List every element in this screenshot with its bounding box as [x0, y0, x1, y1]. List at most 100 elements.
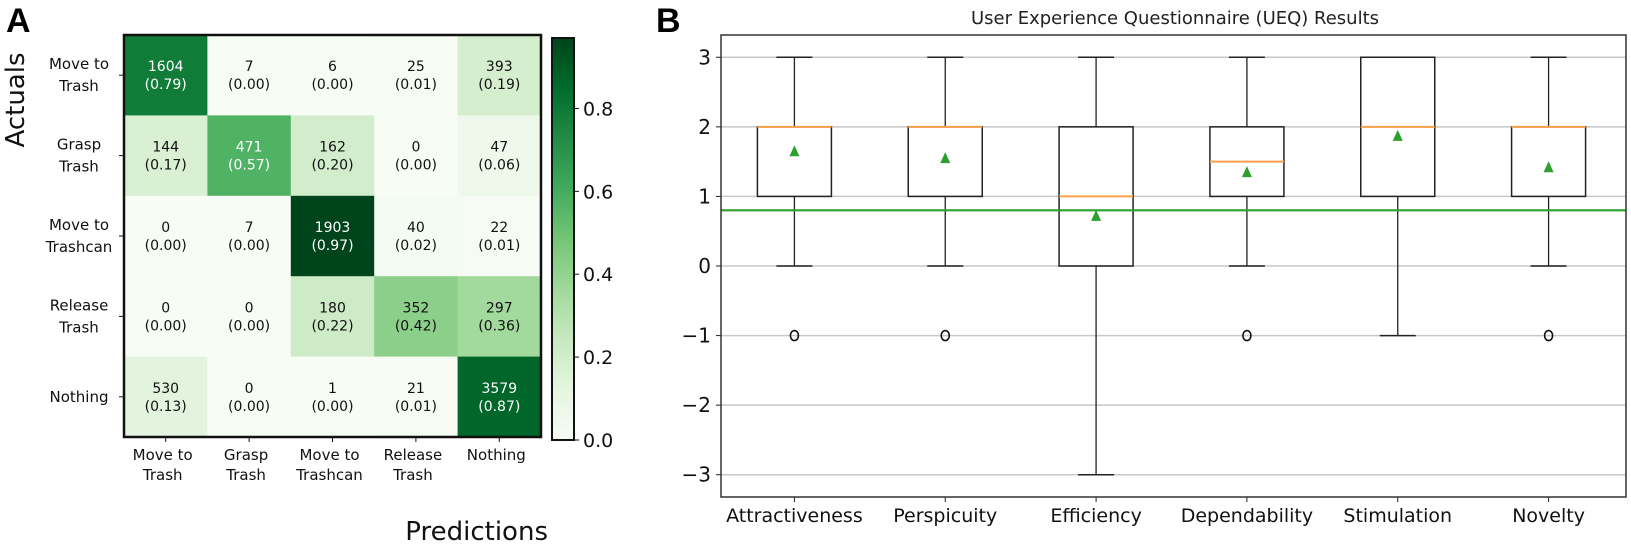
y-tick-label: −3 — [682, 463, 711, 487]
colorbar-tick-label: 0.0 — [583, 430, 613, 452]
y-tick-label: Trash — [58, 318, 99, 336]
panel-a-label: A — [6, 2, 31, 40]
cell-fraction: (0.79) — [145, 77, 187, 93]
plot-frame — [720, 34, 1627, 498]
panel-b-label: B — [656, 2, 681, 40]
cell-count: 471 — [236, 140, 263, 156]
cell-count: 180 — [319, 300, 346, 316]
heatmap-cell — [124, 276, 208, 358]
y-tick-label: 1 — [698, 184, 711, 208]
cell-fraction: (0.22) — [311, 318, 353, 334]
heatmap-cell — [207, 35, 292, 116]
cell-count: 393 — [486, 59, 513, 75]
x-axis-label: Predictions — [405, 517, 548, 547]
cell-fraction: (0.00) — [228, 238, 270, 254]
x-tick-label: Dependability — [1181, 505, 1313, 527]
x-tick-label: Efficiency — [1050, 505, 1142, 527]
x-tick-label: Trash — [142, 466, 183, 484]
outlier-point — [789, 329, 800, 342]
heatmap-cell — [374, 276, 459, 358]
outlier-point — [1242, 329, 1252, 342]
cell-fraction: (0.00) — [228, 399, 270, 415]
heatmap-cell — [457, 356, 542, 438]
cell-fraction: (0.97) — [311, 238, 353, 254]
cell-count: 297 — [486, 300, 513, 316]
box-efficiency — [1058, 56, 1134, 476]
cell-count: 22 — [490, 220, 508, 236]
heatmap-cell — [207, 115, 292, 197]
cell-fraction: (0.00) — [228, 77, 270, 93]
y-tick-label: Release — [50, 296, 109, 314]
box-attractiveness — [756, 56, 833, 342]
heatmap-cell — [457, 276, 542, 358]
cell-count: 144 — [152, 140, 179, 156]
x-tick-label: Stimulation — [1343, 505, 1452, 527]
y-tick-label: −2 — [682, 393, 711, 417]
cell-count: 0 — [161, 300, 170, 316]
cell-count: 0 — [245, 300, 254, 316]
heatmap-cell — [124, 195, 208, 277]
heatmap-cell — [374, 195, 459, 277]
cell-fraction: (0.01) — [395, 399, 437, 415]
cell-fraction: (0.00) — [311, 77, 353, 93]
y-tick-label: Grasp — [57, 136, 101, 154]
confusion-matrix: 1604 (0.79) 7 (0.00) 6 (0.00) 25 (0.01) 393 (0.19… — [1, 33, 613, 547]
heatmap-cell — [124, 115, 208, 197]
mean-marker — [940, 152, 951, 164]
cell-fraction: (0.57) — [228, 158, 270, 174]
x-tick-label: Nothing — [467, 446, 526, 464]
cell-count: 0 — [161, 220, 170, 236]
heatmap-cell — [290, 35, 375, 116]
cell-fraction: (0.87) — [478, 399, 520, 415]
cell-fraction: (0.06) — [478, 158, 520, 174]
cell-fraction: (0.19) — [478, 77, 520, 93]
cell-count: 162 — [319, 140, 346, 156]
heatmap-cell — [207, 195, 292, 277]
x-tick-label: Novelty — [1512, 505, 1585, 527]
heatmap-cell — [457, 35, 542, 116]
ueq-boxplot: User Experience Questionnaire (UEQ) Resu… — [682, 8, 1627, 527]
y-axis-label: Actuals — [1, 53, 31, 148]
cell-count: 1 — [328, 381, 337, 397]
x-tick-label: Perspicuity — [893, 505, 997, 527]
heatmap-cell — [374, 356, 459, 438]
heatmap-cell — [207, 356, 292, 438]
cell-count: 21 — [407, 381, 425, 397]
heatmap-cell — [290, 356, 375, 438]
colorbar — [551, 37, 575, 441]
cell-count: 7 — [245, 59, 254, 75]
box-novelty — [1510, 56, 1587, 342]
heatmap-cell — [124, 35, 208, 116]
cell-fraction: (0.01) — [395, 77, 437, 93]
cell-count: 1903 — [315, 220, 351, 236]
heatmap-cell — [374, 115, 459, 197]
outlier-point — [1543, 329, 1554, 342]
cell-count: 6 — [328, 59, 337, 75]
box-perspicuity — [907, 56, 983, 342]
cell-fraction: (0.02) — [395, 238, 437, 254]
cell-count: 1604 — [148, 59, 184, 75]
x-tick-label: Trash — [392, 466, 433, 484]
heatmap-cell — [207, 276, 292, 358]
y-tick-label: 2 — [698, 115, 711, 139]
mean-marker — [1091, 209, 1102, 221]
x-tick-label: Move to — [299, 446, 359, 464]
cell-count: 0 — [411, 140, 420, 156]
colorbar-tick-label: 0.8 — [583, 98, 613, 120]
heatmap-cell — [457, 115, 542, 197]
colorbar-tick-label: 0.2 — [583, 347, 613, 369]
colorbar-tick-label: 0.6 — [583, 181, 613, 203]
mean-marker — [1543, 161, 1554, 173]
box-stimulation — [1360, 56, 1436, 337]
cell-count: 530 — [152, 381, 179, 397]
cell-fraction: (0.17) — [145, 158, 187, 174]
x-tick-label: Trash — [225, 466, 266, 484]
y-tick-label: Trash — [58, 158, 99, 176]
box-dependability — [1209, 56, 1285, 342]
cell-count: 7 — [245, 220, 254, 236]
colorbar-tick-label: 0.4 — [583, 264, 613, 286]
heatmap-cell — [124, 356, 208, 438]
x-tick-label: Release — [384, 446, 443, 464]
chart-title: User Experience Questionnaire (UEQ) Resu… — [971, 8, 1379, 29]
